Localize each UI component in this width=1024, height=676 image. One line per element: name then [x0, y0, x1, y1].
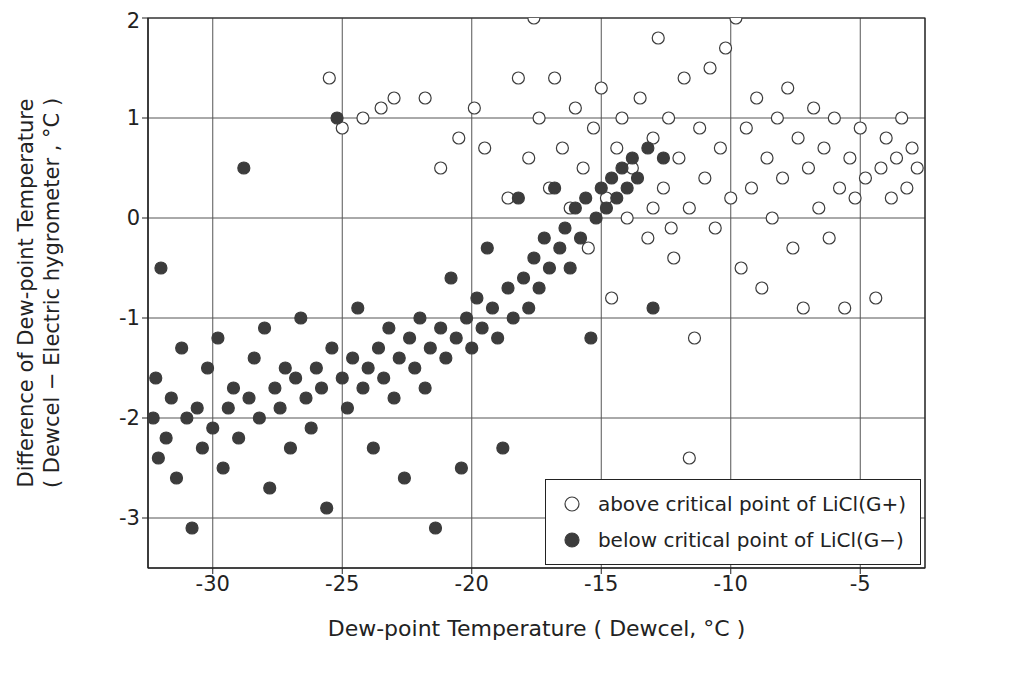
svg-text:Dew-point Temperature ( Dewcel: Dew-point Temperature ( Dewcel, °C ) [328, 616, 746, 641]
html-text:Difference of Dew-point Temper: Difference of Dew-point Temperature [14, 98, 38, 488]
svg-text:-30: -30 [196, 572, 230, 596]
svg-text:-10: -10 [714, 572, 748, 596]
svg-text:-15: -15 [584, 572, 618, 596]
svg-text:2: 2 [127, 9, 140, 33]
svg-text:0: 0 [127, 206, 140, 230]
svg-text:-20: -20 [455, 572, 489, 596]
svg-text:1: 1 [127, 106, 140, 130]
svg-text:-3: -3 [119, 506, 140, 530]
svg-text:-5: -5 [850, 572, 871, 596]
html-text:( Dewcel − Electric hygrometer: ( Dewcel − Electric hygrometer , °C ) [40, 97, 64, 489]
html-text:below critical point of LiCl(G: below critical point of LiCl(G−) [597, 528, 904, 552]
svg-text:-1: -1 [119, 306, 140, 330]
svg-text:-25: -25 [325, 572, 359, 596]
html-text:above critical point of LiCl(G: above critical point of LiCl(G+) [597, 492, 906, 516]
svg-text:-2: -2 [119, 406, 140, 430]
